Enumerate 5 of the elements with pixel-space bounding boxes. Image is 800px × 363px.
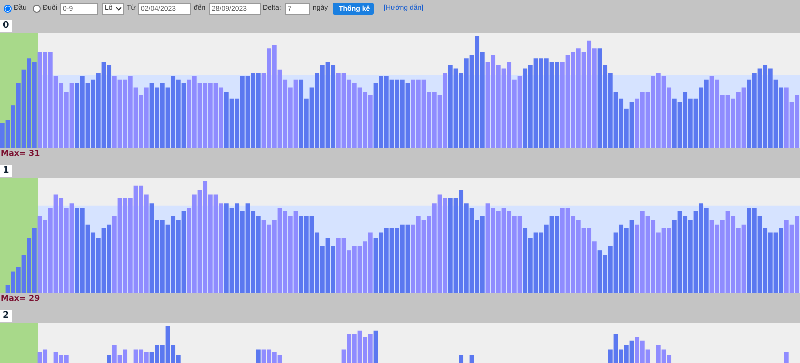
text: Max= 31 <box>0 148 42 160</box>
chart-title: 2 <box>0 310 12 322</box>
text: Max= 29 <box>0 293 42 305</box>
chart-title: 1 <box>0 165 12 177</box>
chart-title: 0 <box>0 20 12 32</box>
